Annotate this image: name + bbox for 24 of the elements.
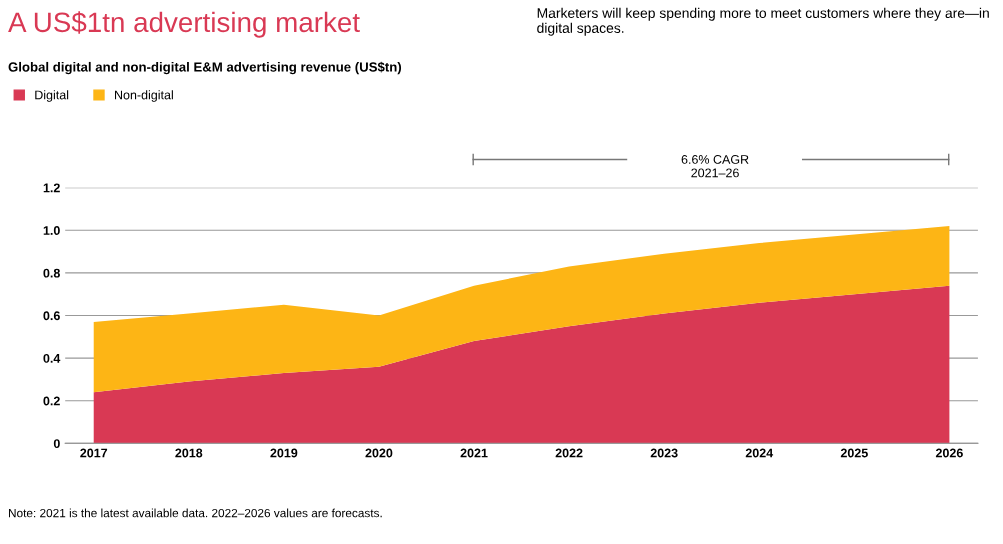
legend-label: Non-digital <box>115 90 173 102</box>
x-tick-label: 2023 <box>650 448 678 458</box>
y-tick-label: 1.0 <box>43 226 60 235</box>
x-tick-label: 2022 <box>555 448 583 458</box>
y-tick-label: 1.2 <box>43 183 60 193</box>
chart-subtitle: Marketers will keep spending more to meet customers where they are—in digital spaces. <box>537 7 989 36</box>
y-tick-label: 0.6 <box>43 311 60 321</box>
x-tick-label: 2021 <box>460 448 488 458</box>
x-tick-label: 2019 <box>270 448 298 458</box>
x-tick-label: 2018 <box>175 448 203 458</box>
y-tick-label: 0 <box>53 439 60 449</box>
x-tick-label: 2020 <box>365 448 393 458</box>
text: Note: 2021 is the latest available data. 2022–2026 values are forecasts. <box>8 508 382 518</box>
legend-label: Digital <box>35 90 69 102</box>
x-tick-label: 2025 <box>840 448 868 458</box>
y-tick-label: 0.8 <box>43 268 60 278</box>
text: Global digital and non-digital E&M advertising revenue (US$tn) <box>8 61 402 75</box>
text: 6.6% CAGR 2021–26 <box>681 155 749 178</box>
x-tick-label: 2026 <box>935 448 963 458</box>
chart-title: A US$1tn advertising market <box>8 11 360 38</box>
x-tick-label: 2017 <box>80 448 108 458</box>
y-tick-label: 0.4 <box>43 353 61 363</box>
y-tick-label: 0.2 <box>43 396 60 406</box>
x-tick-label: 2024 <box>745 448 774 458</box>
